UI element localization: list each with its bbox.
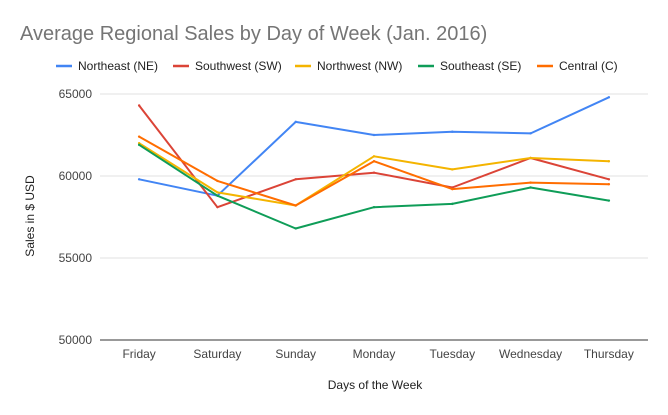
legend-item: Northeast (NE) [56,59,158,73]
x-tick-label: Wednesday [499,347,562,361]
data-point [294,178,297,181]
legend-label: Southwest (SW) [195,59,282,73]
data-point [451,130,454,133]
data-point [607,199,611,202]
data-point [607,96,611,99]
x-tick-label: Saturday [193,347,241,361]
legend-label: Northeast (NE) [78,59,158,73]
gridlines [100,93,648,341]
x-axis-ticks: Friday Saturday Sunday Monday Tuesday Wednesd… [122,347,633,361]
data-point [607,178,611,181]
data-point [137,142,141,145]
data-point [529,186,532,189]
data-point [372,160,376,163]
y-axis-label: Sales in $ USD [23,175,37,257]
data-point [372,155,376,158]
legend-item: Southwest (SW) [173,59,282,73]
data-point [216,191,219,194]
data-point [294,227,297,230]
data-point [451,187,454,191]
legend-label: Northwest (NW) [317,59,402,73]
x-axis-label: Days of the Week [328,378,423,392]
data-point [294,204,297,207]
x-tick-label: Thursday [584,347,634,361]
data-point [607,160,611,163]
series-lines [137,96,611,230]
data-point [372,171,376,174]
data-point [372,205,376,209]
data-point [137,178,141,181]
y-axis-ticks: 50000 55000 60000 65000 [59,87,93,347]
legend-label: Southeast (SE) [440,59,521,73]
data-point [137,104,141,107]
x-tick-label: Sunday [275,347,316,361]
y-tick-label: 65000 [59,87,93,101]
data-point [216,179,219,183]
data-point [529,156,532,160]
data-point [451,202,454,206]
x-tick-label: Monday [353,347,396,361]
x-tick-label: Friday [122,347,155,361]
data-point [607,183,611,186]
data-point [529,181,532,184]
legend-item: Northwest (NW) [295,59,402,73]
chart-title: Average Regional Sales by Day of Week (J… [20,23,487,45]
legend-label: Central (C) [559,59,618,73]
data-point [372,133,376,137]
y-tick-label: 55000 [59,251,93,265]
data-point [216,194,219,197]
data-point [529,132,532,135]
data-point [216,205,219,209]
data-point [137,135,141,138]
data-point [137,143,141,147]
x-tick-label: Tuesday [429,347,475,361]
data-point [451,168,454,171]
legend: Northeast (NE) Southwest (SW) Northwest (N… [56,59,618,73]
data-point [294,120,297,124]
legend-item: Central (C) [537,59,618,73]
y-tick-label: 60000 [59,169,93,183]
y-tick-label: 50000 [59,333,93,347]
legend-item: Southeast (SE) [418,59,521,73]
